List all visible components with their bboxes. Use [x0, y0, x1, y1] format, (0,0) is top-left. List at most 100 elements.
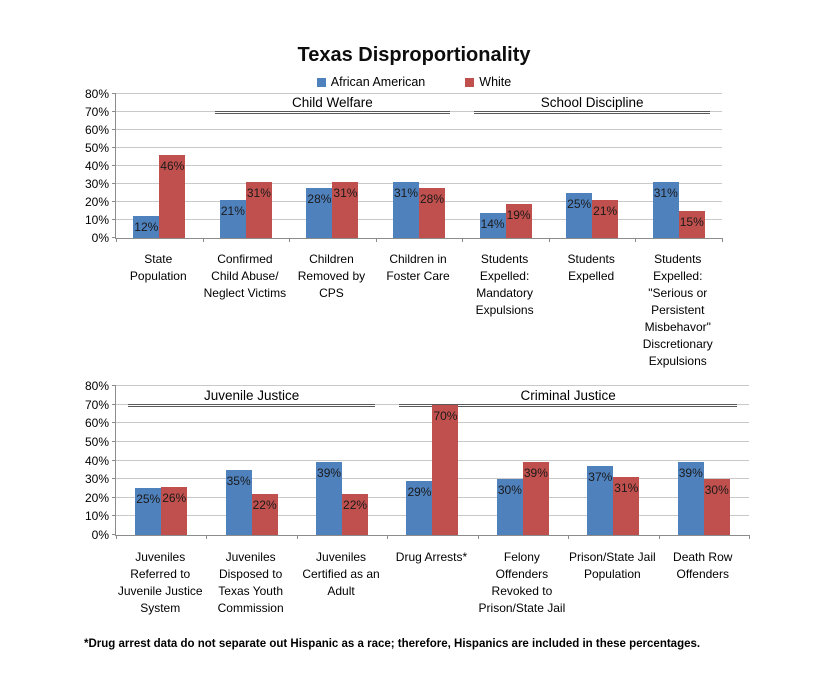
- bar-value-label: 31%: [246, 186, 271, 201]
- legend-item-white: White: [465, 75, 511, 89]
- footnote: *Drug arrest data do not separate out Hi…: [84, 638, 701, 650]
- y-axis-tick-label: 10%: [84, 213, 109, 227]
- bar-white: 22%: [342, 494, 369, 535]
- gridline: [116, 165, 722, 166]
- bar-white: 30%: [703, 479, 730, 535]
- bar-african-american: 30%: [496, 479, 523, 535]
- bar-pair: 37% 31%: [587, 386, 640, 535]
- bar-value-label: 29%: [407, 485, 432, 499]
- section-header-criminal-justice: Criminal Justice: [399, 386, 737, 407]
- x-axis-tick: [289, 238, 291, 242]
- bar-white: 31%: [332, 182, 359, 238]
- bar-pair: 31% 15%: [652, 94, 705, 238]
- x-axis-tick: [548, 238, 550, 242]
- bar-african-american: 21%: [219, 200, 246, 238]
- bar-value-label: 31%: [394, 186, 419, 201]
- bar-white: 31%: [245, 182, 272, 238]
- y-axis-tick-label: 20%: [84, 195, 109, 209]
- category-label: Students Expelled: "Serious or Persisten…: [642, 252, 713, 368]
- bar-white: 21%: [592, 200, 619, 238]
- bar-african-american: 39%: [677, 462, 704, 535]
- legend-swatch-african-american-icon: [316, 77, 326, 87]
- bar-white: 15%: [678, 211, 705, 238]
- bar-african-american: 31%: [393, 182, 420, 238]
- category: 31% 28%: [376, 94, 463, 238]
- gridline: [116, 93, 722, 94]
- y-axis-tick: [112, 515, 116, 517]
- y-axis-tick: [112, 111, 116, 112]
- bar-white: 19%: [505, 203, 532, 238]
- bar-white: 26%: [161, 486, 188, 535]
- top-chart-plot-area: 0% 10% 20% 30% 40% 50% 60% 70% 80% Child Welfare S…: [85, 87, 723, 245]
- bar-white: 70%: [432, 404, 459, 535]
- category-label: Children Removed by CPS: [297, 252, 366, 300]
- x-axis-tick: [568, 535, 570, 539]
- bar-pair: 39% 30%: [677, 386, 730, 535]
- y-axis-tick: [112, 183, 116, 184]
- y-axis-tick: [112, 201, 116, 202]
- bar-pair: 35% 22%: [225, 386, 278, 535]
- bottom-chart-category-labels: Juveniles Referred to Juvenile Justice S…: [115, 549, 748, 617]
- section-header-juvenile-justice: Juvenile Justice: [128, 386, 376, 407]
- category: 28% 31%: [289, 94, 376, 238]
- category: 21% 31%: [203, 94, 290, 238]
- bar-value-label: 70%: [433, 408, 458, 423]
- y-axis-tick-label: 0%: [91, 528, 109, 542]
- y-axis-tick: [112, 496, 116, 498]
- gridline: [116, 147, 722, 148]
- category-label: State Population: [129, 252, 187, 283]
- category-label: Students Expelled: [567, 252, 615, 283]
- y-axis-tick-label: 40%: [84, 453, 109, 468]
- x-axis-tick: [635, 238, 637, 242]
- bar-value-label: 39%: [317, 466, 342, 481]
- y-axis-tick-label: 70%: [84, 105, 109, 119]
- y-axis-tick: [112, 478, 116, 480]
- legend-label-white: White: [479, 75, 512, 89]
- bar-african-american: 25%: [135, 488, 162, 535]
- category-label: Juveniles Disposed to Texas Youth Commis…: [217, 550, 284, 615]
- x-axis-tick: [202, 238, 204, 242]
- category-label: Drug Arrests*: [395, 550, 468, 564]
- page-title: Texas Disproportionality: [297, 44, 531, 66]
- x-axis-tick: [296, 535, 298, 539]
- x-axis-tick: [206, 535, 208, 539]
- bar-value-label: 26%: [162, 490, 187, 505]
- bar-value-label: 19%: [506, 207, 531, 222]
- bar-value-label: 28%: [307, 191, 332, 206]
- legend-item-african-american: African American: [316, 75, 426, 89]
- legend-label-african-american: African American: [330, 75, 426, 89]
- bar-african-american: 29%: [406, 481, 433, 535]
- bar-african-american: 35%: [225, 469, 252, 535]
- category: 25% 26%: [116, 386, 206, 535]
- y-axis-tick: [112, 165, 116, 166]
- bar-pair: 31% 28%: [393, 94, 446, 238]
- gridline: [116, 385, 749, 386]
- y-axis-tick-label: 80%: [84, 87, 109, 101]
- bar-value-label: 28%: [420, 191, 445, 206]
- bar-value-label: 31%: [653, 186, 678, 201]
- bar-value-label: 15%: [679, 215, 704, 229]
- y-axis-tick: [112, 459, 116, 461]
- bar-pair: 25% 26%: [135, 386, 188, 535]
- bar-value-label: 12%: [134, 220, 159, 235]
- bar-value-label: 21%: [220, 204, 245, 219]
- category-label: Felony Offenders Revoked to Prison/State…: [478, 550, 566, 615]
- bar-value-label: 22%: [252, 498, 277, 513]
- y-axis-tick-label: 30%: [84, 177, 109, 191]
- x-axis-tick: [749, 535, 750, 539]
- bar-value-label: 14%: [480, 216, 505, 231]
- bar-pair: 25% 21%: [566, 94, 619, 238]
- bar-value-label: 21%: [593, 204, 618, 219]
- bar-african-american: 28%: [306, 187, 333, 238]
- x-axis-tick: [658, 535, 660, 539]
- bar-african-american: 37%: [587, 466, 614, 535]
- bar-value-label: 39%: [678, 466, 703, 481]
- y-axis-tick-label: 60%: [84, 123, 109, 137]
- bar-african-american: 14%: [479, 212, 506, 238]
- y-axis-tick-label: 50%: [84, 434, 109, 449]
- x-axis-tick: [375, 238, 377, 242]
- x-axis-tick: [462, 238, 464, 242]
- category-label: Juveniles Referred to Juvenile Justice S…: [117, 550, 203, 615]
- x-axis-tick: [116, 238, 117, 242]
- bar-white: 31%: [613, 477, 640, 535]
